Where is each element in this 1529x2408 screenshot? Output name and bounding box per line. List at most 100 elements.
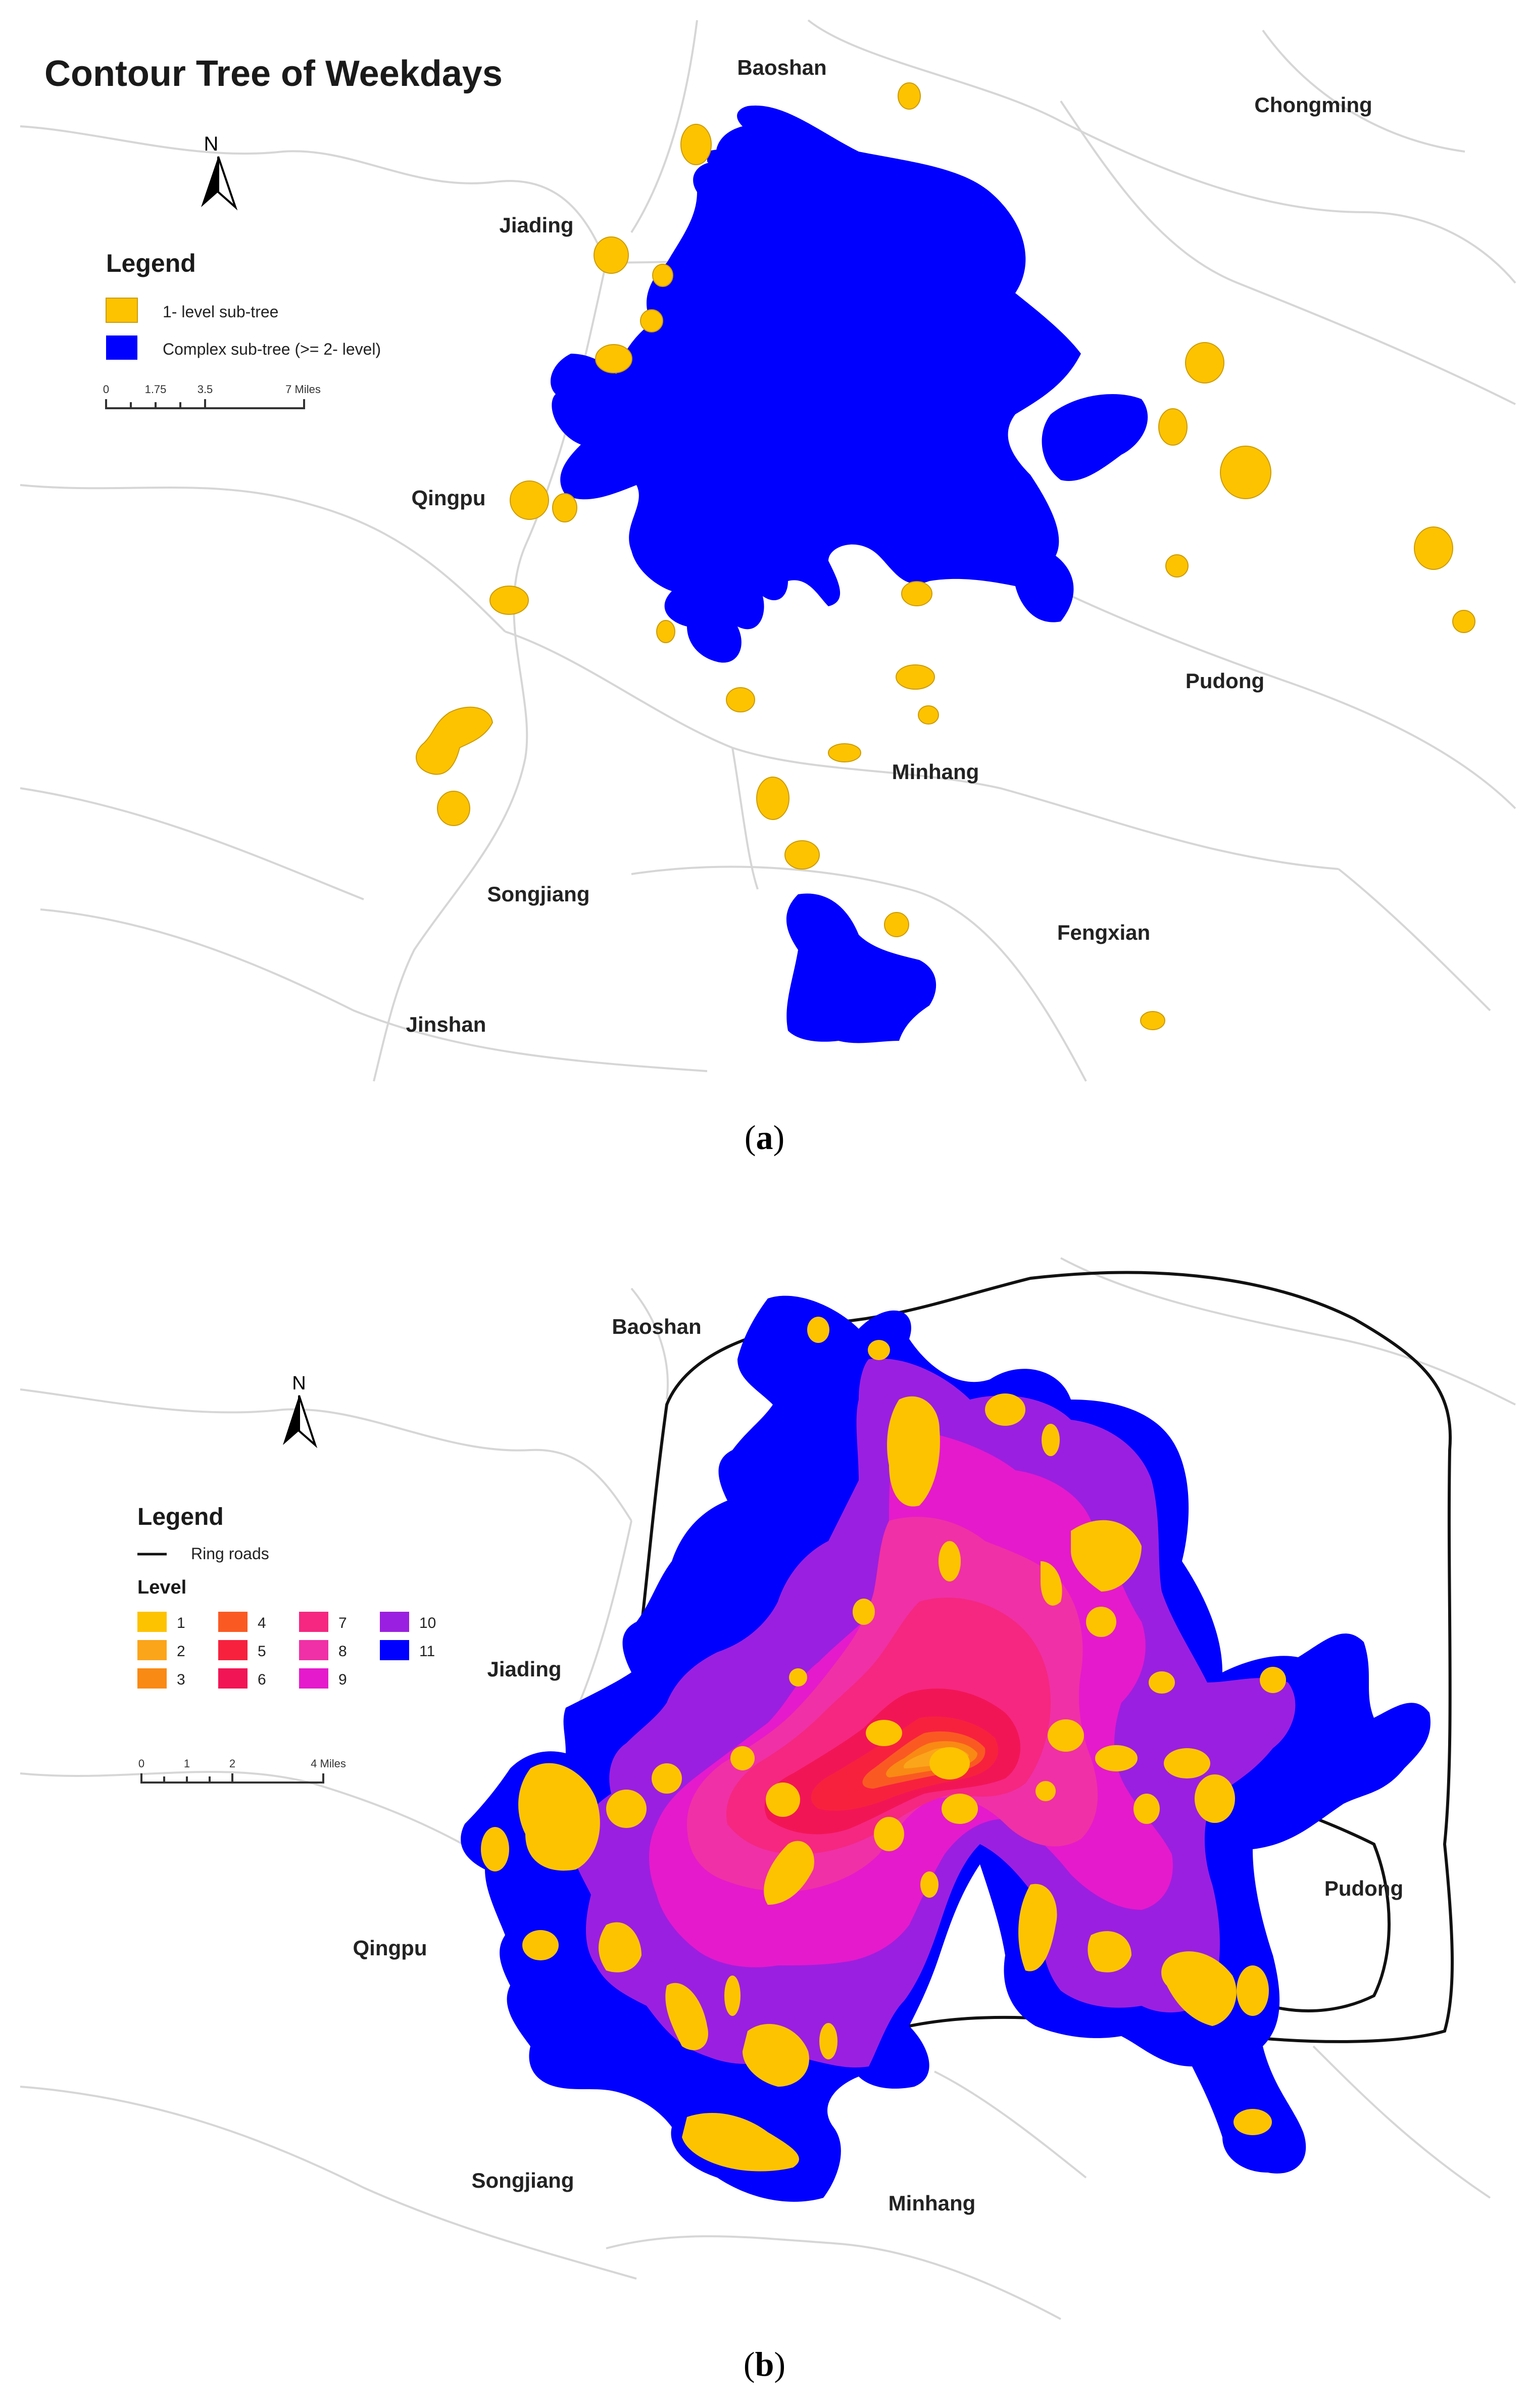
level-swatch-9 — [299, 1668, 328, 1689]
legend-b: Legend Ring roads Level 1 2 3 4 5 6 7 8 9 10 11 — [137, 1504, 436, 1689]
legend-ring-roads-label: Ring roads — [191, 1545, 269, 1563]
district-label-jinshan: Jinshan — [406, 1013, 486, 1036]
level-1-blob — [606, 1790, 647, 1828]
scale-tick-1: 1.75 — [145, 383, 167, 396]
complex-subtree-regions — [551, 105, 1148, 1043]
level-label-5: 5 — [258, 1643, 266, 1660]
caption-b-letter: b — [755, 2345, 774, 2383]
level-1-blob — [481, 1827, 509, 1871]
level-1-blob — [652, 1763, 682, 1794]
level-1-blob — [819, 2023, 837, 2059]
map-panel-b: N Legend Ring roads Level 1 2 3 4 5 6 7 8 9 10 11 … — [0, 1238, 1529, 2324]
level-swatch-10 — [380, 1612, 409, 1632]
north-arrow-icon: N — [201, 133, 238, 211]
legend-swatch-complex — [106, 335, 137, 360]
subtree-blob — [1414, 526, 1453, 570]
district-label-minhang: Minhang — [892, 760, 979, 784]
caption-b: (b) — [743, 2345, 786, 2383]
level-1-blob — [1035, 1781, 1056, 1801]
level-swatch-6 — [218, 1668, 248, 1689]
district-label-pudong: Pudong — [1186, 669, 1264, 693]
district-label-chongming: Chongming — [1254, 93, 1372, 117]
scale-bar-a: 0 1.75 3.5 7 Miles — [103, 383, 321, 409]
level-1-blob — [1048, 1719, 1084, 1752]
subtree-blob — [1158, 408, 1188, 446]
legend-a: Legend 1- level sub-tree Complex sub-tre… — [106, 249, 381, 360]
map-title: Contour Tree of Weekdays — [44, 54, 503, 94]
level-1-blob — [789, 1668, 807, 1687]
level-swatch-2 — [137, 1640, 167, 1660]
subtree-blob — [652, 264, 673, 287]
district-label-jiading: Jiading — [499, 213, 573, 237]
level-swatch-8 — [299, 1640, 328, 1660]
legend-label-complex: Complex sub-tree (>= 2- level) — [163, 340, 381, 358]
level-1-blob — [1086, 1607, 1116, 1637]
district-label-minhang: Minhang — [889, 2191, 976, 2215]
caption-a-letter: a — [756, 1118, 773, 1157]
level-1-blob — [929, 1747, 970, 1779]
subtree-blob — [680, 124, 712, 165]
level-1-blob — [730, 1746, 755, 1770]
scale-tick-2: 2 — [229, 1757, 235, 1770]
level-label-1: 1 — [177, 1615, 185, 1631]
complex-subtree-main — [551, 105, 1081, 663]
level-1-blob — [1234, 2109, 1272, 2135]
level-1-blob — [868, 1340, 890, 1360]
level-1-blob — [682, 2112, 799, 2172]
district-boundaries — [20, 19, 1516, 1082]
subtree-blob — [594, 236, 629, 274]
level-1-blob — [743, 2024, 809, 2087]
level-1-blob — [522, 1930, 559, 1960]
level-1-blob — [920, 1871, 939, 1898]
scale-tick-3: 4 Miles — [311, 1757, 346, 1770]
subtree-blob — [828, 743, 861, 762]
scale-tick-0: 0 — [103, 383, 109, 396]
subtree-blob — [595, 344, 632, 373]
level-1-blob — [1133, 1794, 1160, 1824]
map-b-svg: N Legend Ring roads Level 1234567891011 … — [20, 1257, 1516, 2320]
level-legend-grid: 1 2 3 4 5 6 7 8 9 10 11 — [137, 1612, 436, 1689]
district-label-songjiang: Songjiang — [472, 2169, 574, 2192]
level-1-blob — [1018, 1884, 1057, 1971]
level-1-blob — [1095, 1745, 1138, 1771]
scale-bar-b: 0 1 2 4 Miles — [138, 1757, 346, 1784]
level-1-blob — [1161, 1951, 1237, 2026]
scale-tick-0: 0 — [138, 1757, 144, 1770]
level-1-blob — [942, 1794, 978, 1824]
level-label-2: 2 — [177, 1643, 185, 1660]
level-1-blob — [1088, 1931, 1131, 1972]
subtree-blob — [884, 912, 909, 937]
level-1-blob — [518, 1763, 600, 1871]
subtree-blob — [1165, 554, 1189, 577]
complex-subtree-tail — [707, 150, 743, 169]
level-1-blob — [665, 1983, 708, 2050]
subtree-blob — [1220, 446, 1271, 499]
level-swatch-3 — [137, 1668, 167, 1689]
subtree-blob — [416, 706, 494, 775]
level-1-blob — [764, 1841, 814, 1905]
district-label-pudong: Pudong — [1324, 1876, 1403, 1900]
level-swatch-1 — [137, 1612, 167, 1632]
level-swatch-5 — [218, 1640, 248, 1660]
scale-tick-3: 7 Miles — [285, 383, 321, 396]
level-1-regions — [481, 1317, 1286, 2172]
level-1-blob — [1041, 1561, 1062, 1606]
level-1-blob — [1164, 1748, 1210, 1778]
district-label-qingpu: Qingpu — [412, 486, 486, 510]
level-1-blob — [1260, 1667, 1286, 1693]
subtree-blob — [640, 309, 663, 332]
level-label-10: 10 — [419, 1615, 436, 1631]
level-swatch-4 — [218, 1612, 248, 1632]
district-label-songjiang: Songjiang — [487, 882, 590, 906]
level-1-blob — [853, 1599, 875, 1625]
subtree-blob — [901, 581, 932, 606]
level-1-blob — [939, 1541, 961, 1581]
caption-a: (a) — [744, 1118, 785, 1157]
subtree-blob — [726, 687, 755, 712]
complex-subtree-east — [1042, 394, 1148, 481]
subtree-blob — [918, 705, 939, 725]
north-label: N — [204, 133, 219, 155]
level-1-blob — [1042, 1424, 1060, 1456]
level-label-9: 9 — [338, 1671, 347, 1688]
level-1-blob — [1149, 1671, 1175, 1694]
